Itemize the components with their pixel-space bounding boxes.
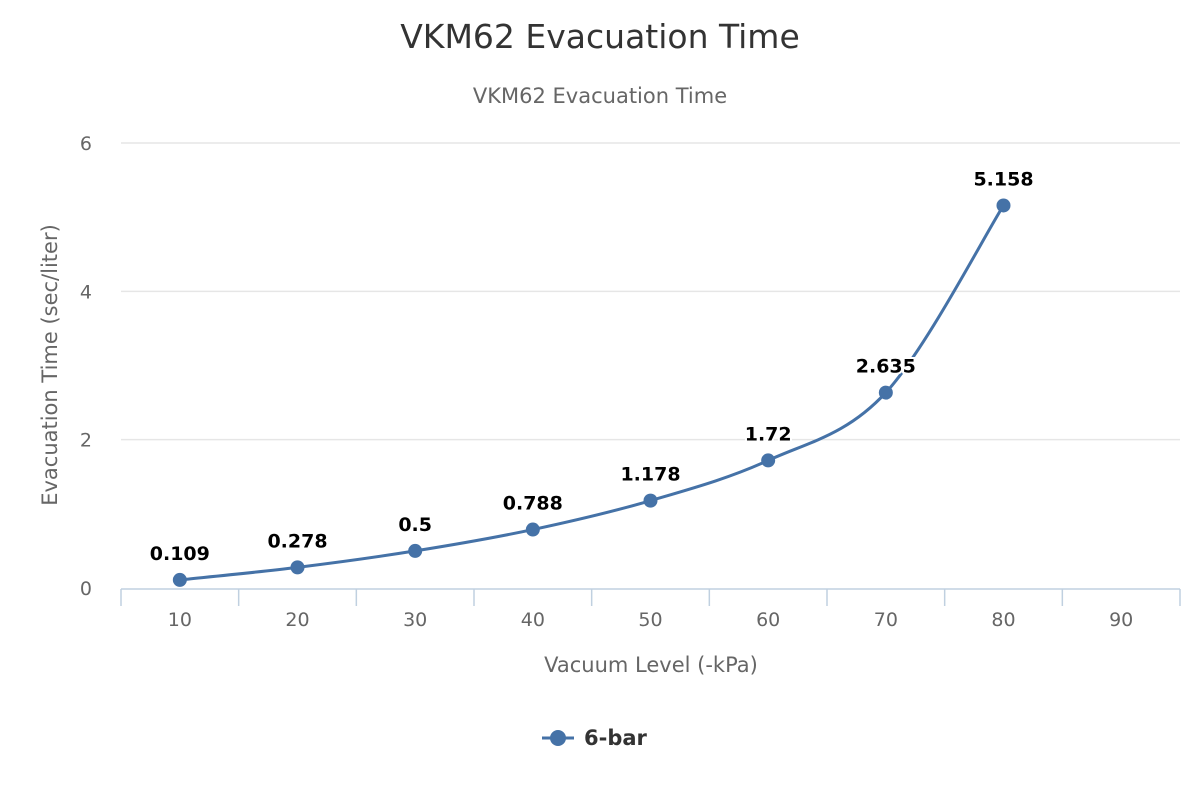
data-point[interactable] xyxy=(525,522,540,537)
data-label: 0.788 xyxy=(503,493,563,515)
chart-subtitle: VKM62 Evacuation Time xyxy=(473,84,727,108)
y-axis-title: Evacuation Time (sec/liter) xyxy=(38,224,62,506)
data-label: 2.635 xyxy=(856,356,916,378)
x-tick-label: 60 xyxy=(756,609,780,631)
x-tick-label: 90 xyxy=(1109,609,1133,631)
y-tick-label: 4 xyxy=(80,281,92,303)
data-label: 1.72 xyxy=(745,423,792,445)
data-point[interactable] xyxy=(878,385,893,400)
y-axis: 0 2 4 6 xyxy=(80,133,92,600)
data-label: 0.109 xyxy=(150,543,210,565)
data-point[interactable] xyxy=(643,493,658,508)
data-label: 5.158 xyxy=(973,168,1033,190)
x-tick-label: 70 xyxy=(874,609,898,631)
x-tick-label: 50 xyxy=(638,609,662,631)
chart-title: VKM62 Evacuation Time xyxy=(400,17,800,56)
data-label: 0.5 xyxy=(398,514,432,536)
x-axis-title: Vacuum Level (-kPa) xyxy=(544,653,758,677)
legend-label: 6-bar xyxy=(584,726,648,750)
data-point[interactable] xyxy=(996,198,1011,213)
legend-marker-icon xyxy=(550,730,566,746)
data-point[interactable] xyxy=(172,572,187,587)
data-label: 1.178 xyxy=(620,464,680,486)
gridlines xyxy=(121,142,1180,441)
legend-item-6-bar[interactable]: 6-bar xyxy=(542,726,648,750)
data-label: 0.278 xyxy=(267,530,327,552)
x-axis: 10 20 30 40 50 60 70 80 90 xyxy=(120,588,1181,631)
x-tick-label: 10 xyxy=(168,609,192,631)
data-point[interactable] xyxy=(761,453,776,468)
y-tick-label: 2 xyxy=(80,430,92,452)
x-tick-label: 40 xyxy=(521,609,545,631)
x-tick-label: 80 xyxy=(991,609,1015,631)
y-tick-label: 6 xyxy=(80,133,92,155)
x-tick-label: 30 xyxy=(403,609,427,631)
y-tick-label: 0 xyxy=(80,578,92,600)
x-tick-label: 20 xyxy=(285,609,309,631)
data-point[interactable] xyxy=(408,543,423,558)
series-6-bar: 0.109 0.278 0.5 0.788 1.178 1.72 2.635 5.158 xyxy=(148,166,1036,587)
data-point[interactable] xyxy=(290,560,305,575)
